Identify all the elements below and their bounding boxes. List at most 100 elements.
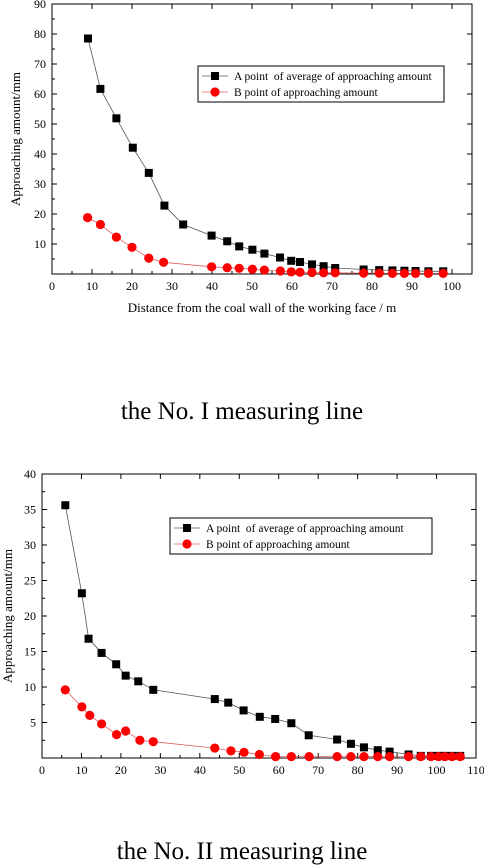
y-tick-label: 30 <box>24 538 36 552</box>
series-0-point <box>346 739 355 748</box>
series-0-point <box>223 237 232 246</box>
x-tick-label: 0 <box>49 279 55 293</box>
x-tick-label: 90 <box>391 763 403 777</box>
y-tick-label: 15 <box>24 645 36 659</box>
series-1-point <box>319 268 329 278</box>
series-1-point <box>373 751 383 762</box>
series-1-point <box>247 264 257 274</box>
series-line <box>65 689 461 758</box>
series-1-point <box>207 262 217 272</box>
y-tick-label: 20 <box>34 207 46 221</box>
legend-label: A point of average of approaching amount <box>206 523 404 535</box>
legend-label: B point of approaching amount <box>206 539 351 551</box>
x-tick-label: 100 <box>428 763 446 777</box>
series-0-point <box>276 253 284 262</box>
legend-box <box>197 65 445 103</box>
series-1-point <box>226 746 236 756</box>
x-tick-label: 70 <box>312 763 324 777</box>
series-0-point <box>112 660 121 669</box>
series-0-point <box>308 260 316 269</box>
series-0-point <box>331 264 340 272</box>
x-tick-label: 60 <box>273 763 285 777</box>
series-0-point <box>96 84 105 93</box>
series-1-point <box>121 726 131 736</box>
y-axis-label: Approaching amount/mm <box>0 549 15 683</box>
series-1-point <box>359 751 369 762</box>
series-0-point <box>134 677 143 686</box>
series-1-point <box>403 751 414 762</box>
series-0-point <box>271 714 280 723</box>
series-0-point <box>84 634 93 643</box>
series-1-point <box>259 265 269 275</box>
legend-circle-marker <box>210 87 220 97</box>
series-0-point <box>359 743 368 752</box>
series-1-point <box>83 213 93 223</box>
y-tick-label: 10 <box>34 237 46 251</box>
series-1-point <box>399 268 409 278</box>
legend-square-marker <box>183 524 191 532</box>
x-tick-label: 30 <box>166 279 178 293</box>
x-tick-label: 60 <box>286 279 298 293</box>
x-tick-label: 70 <box>326 279 338 293</box>
series-1-point <box>135 735 145 745</box>
legend-square-marker <box>211 72 219 80</box>
series-1-point <box>222 263 232 273</box>
y-tick-label: 5 <box>30 716 36 730</box>
chart-panel-1: 0 10 20 30 40 50 60 70 80 90 100 10 20 30 40 50 60 70 80 90… <box>0 0 484 360</box>
series-1-point <box>307 267 317 278</box>
x-tick-label: 30 <box>154 763 166 777</box>
x-tick-label: 90 <box>406 279 418 293</box>
y-tick-label: 10 <box>24 680 36 694</box>
x-tick-label: 40 <box>206 279 218 293</box>
x-tick-label: 80 <box>366 279 378 293</box>
series-1-point <box>416 751 426 762</box>
series-0-point <box>235 242 244 251</box>
x-tick-label: 50 <box>233 763 245 777</box>
series-0-point <box>255 712 264 721</box>
x-tick-label: 10 <box>86 279 98 293</box>
x-tick-label: 20 <box>126 279 138 293</box>
series-0-point <box>144 168 153 177</box>
series-1-point <box>423 268 433 278</box>
y-tick-label: 40 <box>24 467 36 481</box>
series-1-point <box>148 737 158 747</box>
series-1-point <box>304 751 314 762</box>
series-1-point <box>426 751 436 762</box>
series-0-point <box>373 746 382 755</box>
series-0-point <box>179 220 188 229</box>
series-1-point <box>111 232 121 242</box>
y-tick-label: 40 <box>34 147 46 161</box>
series-1-point <box>384 751 395 762</box>
y-tick-label: 20 <box>24 609 36 623</box>
series-0-point <box>128 143 137 152</box>
x-tick-label: 0 <box>39 763 45 777</box>
series-0-point <box>333 735 342 744</box>
series-1-point <box>295 267 305 277</box>
series-0-point <box>61 501 70 510</box>
series-0-point <box>224 698 233 707</box>
series-1-point <box>455 751 465 762</box>
series-1-point <box>234 263 244 273</box>
series-0-point <box>84 34 92 43</box>
chart-panel-2: 0 10 20 30 40 50 60 70 80 90 100 110 5 10 15 20 25 30 35 40… <box>0 462 484 782</box>
series-0-point <box>239 706 248 715</box>
x-tick-label: 80 <box>352 763 364 777</box>
y-tick-label: 60 <box>34 87 46 101</box>
series-1-point <box>60 685 70 695</box>
x-tick-label: 100 <box>443 279 461 293</box>
y-axis-label: Approaching amount/mm <box>8 72 23 206</box>
series-1-point <box>127 242 137 252</box>
y-tick-label: 70 <box>34 57 46 71</box>
series-0-point <box>77 589 86 598</box>
x-tick-label: 50 <box>246 279 258 293</box>
series-0-point <box>112 114 121 123</box>
series-1-point <box>275 266 285 276</box>
series-1-point <box>447 751 457 762</box>
legend-label: A point of average of approaching amount <box>234 71 432 83</box>
series-0-point <box>207 231 216 240</box>
series-0-point <box>260 249 269 258</box>
series-1-point <box>330 268 340 278</box>
y-tick-label: 25 <box>24 574 36 588</box>
chart-2-caption: the No. II measuring line <box>116 838 368 865</box>
legend-label: B point of approaching amount <box>234 87 379 99</box>
